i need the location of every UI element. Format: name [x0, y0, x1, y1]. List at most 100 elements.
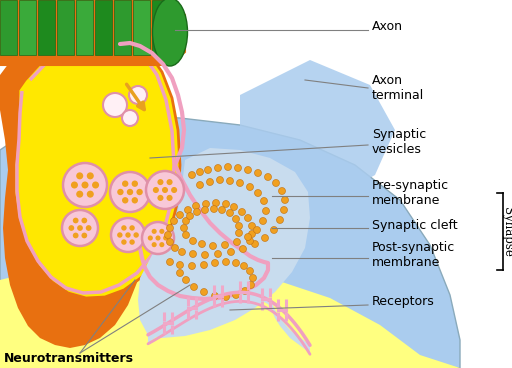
Circle shape [237, 180, 244, 187]
Circle shape [270, 226, 278, 234]
Circle shape [209, 243, 217, 250]
Polygon shape [0, 115, 460, 368]
Circle shape [245, 234, 251, 241]
Circle shape [73, 217, 78, 223]
Text: Neurotransmitters: Neurotransmitters [4, 351, 134, 364]
Circle shape [194, 209, 201, 216]
Circle shape [279, 188, 286, 195]
Circle shape [246, 237, 253, 244]
Circle shape [122, 197, 129, 204]
Circle shape [232, 291, 240, 298]
Circle shape [217, 177, 224, 184]
Circle shape [166, 238, 174, 245]
Circle shape [86, 225, 92, 231]
Circle shape [254, 190, 262, 197]
Circle shape [246, 268, 253, 275]
Circle shape [188, 171, 196, 178]
Polygon shape [0, 0, 185, 65]
Circle shape [201, 262, 207, 269]
Circle shape [233, 238, 241, 245]
Polygon shape [95, 0, 112, 55]
Circle shape [77, 225, 83, 231]
Circle shape [188, 262, 196, 269]
Circle shape [215, 251, 222, 258]
Circle shape [184, 206, 191, 213]
Polygon shape [268, 296, 272, 311]
Circle shape [232, 259, 240, 266]
Circle shape [241, 262, 247, 269]
Circle shape [226, 209, 233, 216]
Circle shape [76, 191, 83, 198]
Circle shape [265, 173, 271, 180]
Circle shape [166, 179, 173, 185]
Polygon shape [245, 292, 260, 301]
Text: Axon
terminal: Axon terminal [372, 74, 424, 102]
Polygon shape [272, 303, 275, 318]
Circle shape [253, 226, 261, 234]
Circle shape [103, 93, 127, 117]
Circle shape [211, 293, 219, 300]
Text: Synapse: Synapse [501, 206, 512, 256]
Circle shape [223, 201, 229, 208]
Polygon shape [290, 330, 310, 353]
Circle shape [148, 236, 153, 241]
Circle shape [142, 222, 174, 254]
Polygon shape [38, 0, 55, 55]
Circle shape [276, 216, 284, 223]
Circle shape [239, 209, 245, 216]
Circle shape [223, 294, 229, 301]
Circle shape [164, 231, 172, 238]
Circle shape [156, 236, 161, 241]
Text: Synaptic cleft: Synaptic cleft [372, 219, 458, 231]
Circle shape [152, 242, 157, 247]
Text: Pre-synaptic
membrane: Pre-synaptic membrane [372, 179, 449, 207]
Polygon shape [225, 293, 245, 304]
Circle shape [224, 163, 231, 170]
Circle shape [260, 217, 267, 224]
Polygon shape [240, 60, 395, 200]
Circle shape [249, 275, 257, 282]
Circle shape [177, 262, 183, 269]
Polygon shape [185, 303, 205, 320]
Circle shape [179, 248, 185, 255]
Circle shape [201, 289, 207, 296]
Circle shape [172, 244, 179, 251]
Circle shape [69, 225, 74, 231]
Circle shape [73, 233, 78, 238]
Circle shape [223, 258, 229, 265]
Circle shape [251, 241, 259, 248]
Polygon shape [0, 0, 17, 55]
Polygon shape [148, 323, 165, 343]
Circle shape [182, 217, 189, 224]
Circle shape [202, 206, 208, 213]
Circle shape [81, 217, 87, 223]
Circle shape [166, 195, 173, 201]
Circle shape [130, 239, 135, 245]
Circle shape [193, 202, 200, 209]
Polygon shape [133, 0, 150, 55]
Circle shape [87, 191, 94, 198]
Polygon shape [260, 292, 268, 304]
Polygon shape [76, 0, 93, 55]
Circle shape [81, 181, 89, 188]
Circle shape [219, 206, 225, 213]
Circle shape [236, 230, 243, 237]
Circle shape [166, 258, 174, 265]
Circle shape [186, 212, 194, 219]
Circle shape [136, 189, 143, 195]
Circle shape [122, 180, 129, 187]
Circle shape [132, 180, 138, 187]
Circle shape [117, 232, 122, 238]
Circle shape [62, 210, 98, 246]
Text: Axon: Axon [372, 21, 403, 33]
Polygon shape [205, 296, 225, 311]
Circle shape [245, 166, 251, 173]
Circle shape [282, 197, 288, 204]
Circle shape [162, 187, 168, 193]
Circle shape [157, 179, 163, 185]
Polygon shape [0, 33, 148, 348]
Circle shape [129, 86, 147, 104]
Circle shape [246, 184, 253, 191]
Circle shape [234, 164, 242, 171]
Circle shape [127, 189, 133, 195]
